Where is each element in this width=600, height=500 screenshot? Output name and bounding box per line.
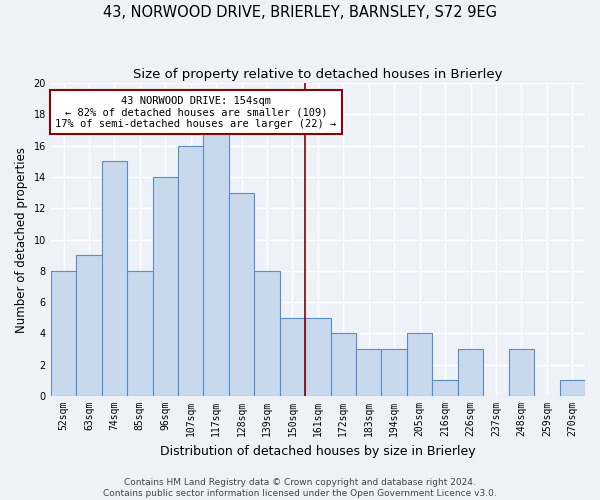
Bar (458, 349, 483, 396)
Text: 43 NORWOOD DRIVE: 154sqm
← 82% of detached houses are smaller (109)
17% of semi-: 43 NORWOOD DRIVE: 154sqm ← 82% of detach… (55, 96, 337, 129)
Bar (331, 334, 356, 396)
Bar (305, 318, 331, 396)
Bar (509, 349, 534, 396)
Title: Size of property relative to detached houses in Brierley: Size of property relative to detached ho… (133, 68, 503, 80)
Y-axis label: Number of detached properties: Number of detached properties (15, 146, 28, 332)
Bar (280, 318, 305, 396)
Bar (382, 349, 407, 396)
Bar (152, 177, 178, 396)
Bar (229, 192, 254, 396)
X-axis label: Distribution of detached houses by size in Brierley: Distribution of detached houses by size … (160, 444, 476, 458)
Bar (560, 380, 585, 396)
Bar (407, 334, 433, 396)
Bar (51, 271, 76, 396)
Text: 43, NORWOOD DRIVE, BRIERLEY, BARNSLEY, S72 9EG: 43, NORWOOD DRIVE, BRIERLEY, BARNSLEY, S… (103, 5, 497, 20)
Bar (254, 271, 280, 396)
Bar (356, 349, 382, 396)
Bar (101, 162, 127, 396)
Bar (433, 380, 458, 396)
Bar (178, 146, 203, 396)
Text: Contains HM Land Registry data © Crown copyright and database right 2024.
Contai: Contains HM Land Registry data © Crown c… (103, 478, 497, 498)
Bar (76, 255, 101, 396)
Bar (203, 130, 229, 396)
Bar (127, 271, 152, 396)
